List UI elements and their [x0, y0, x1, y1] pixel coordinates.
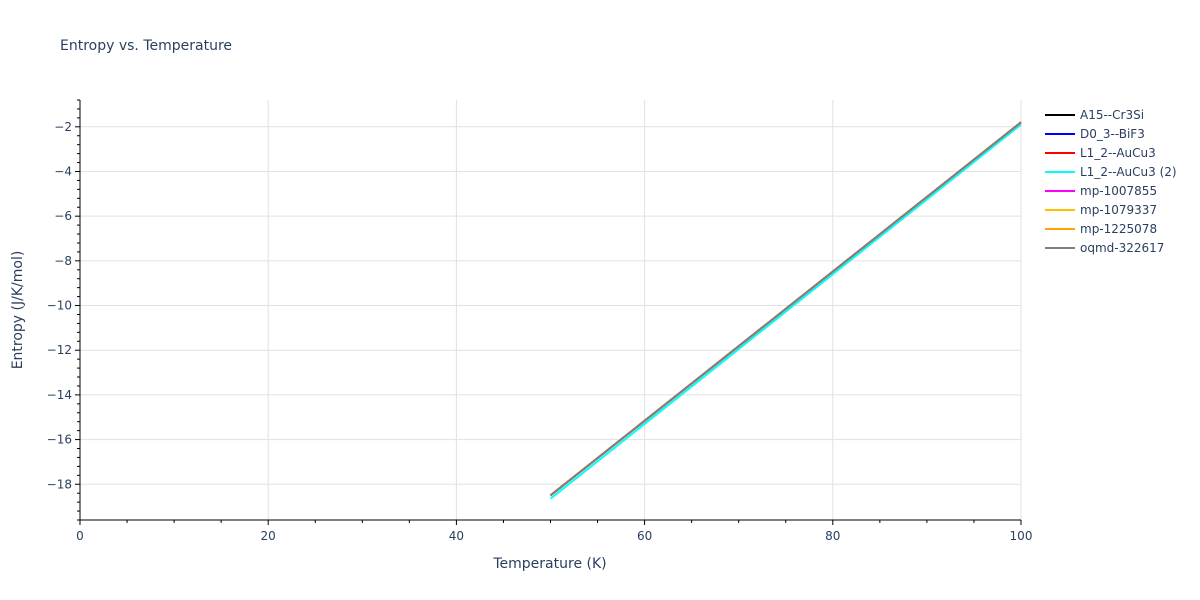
series-line-l1-2-aucu3-2 — [549, 123, 1022, 500]
legend-label: L1_2--AuCu3 (2) — [1080, 165, 1177, 179]
y-tick-label: −8 — [54, 254, 72, 268]
legend-label: mp-1225078 — [1080, 222, 1157, 236]
x-tick-label: 100 — [1010, 529, 1033, 543]
x-tick-label: 60 — [637, 529, 652, 543]
x-tick-label: 80 — [825, 529, 840, 543]
legend-item[interactable]: mp-1225078 — [1045, 222, 1157, 236]
y-tick-label: −10 — [47, 299, 72, 313]
legend-label: mp-1079337 — [1080, 203, 1157, 217]
legend-item[interactable]: L1_2--AuCu3 — [1045, 146, 1156, 160]
grid — [80, 100, 1022, 520]
legend-label: L1_2--AuCu3 — [1080, 146, 1156, 160]
y-tick-label: −12 — [47, 343, 72, 357]
y-tick-label: −14 — [47, 388, 72, 402]
y-tick-label: −18 — [47, 477, 72, 491]
legend-label: oqmd-322617 — [1080, 241, 1164, 255]
x-tick-label: 20 — [261, 529, 276, 543]
x-tick-label: 40 — [449, 529, 464, 543]
y-tick-label: −2 — [54, 120, 72, 134]
legend-label: mp-1007855 — [1080, 184, 1157, 198]
legend-label: D0_3--BiF3 — [1080, 127, 1145, 141]
chart-title: Entropy vs. Temperature — [60, 38, 232, 54]
plot-area — [549, 121, 1022, 500]
y-tick-label: −6 — [54, 209, 72, 223]
series-line-oqmd-322617 — [549, 121, 1022, 497]
legend-item[interactable]: oqmd-322617 — [1045, 241, 1164, 255]
legend-item[interactable]: A15--Cr3Si — [1045, 108, 1144, 122]
y-axis-title: Entropy (J/K/mol) — [10, 251, 26, 370]
legend-item[interactable]: mp-1079337 — [1045, 203, 1157, 217]
y-tick-label: −4 — [54, 164, 72, 178]
x-axis-title: Temperature (K) — [492, 556, 606, 572]
y-tick-label: −16 — [47, 433, 72, 447]
legend: A15--Cr3Si D0_3--BiF3 L1_2--AuCu3 L1_2--AuC… — [1045, 108, 1177, 255]
legend-item[interactable]: D0_3--BiF3 — [1045, 127, 1145, 141]
legend-item[interactable]: L1_2--AuCu3 (2) — [1045, 165, 1177, 179]
x-tick-label: 0 — [76, 529, 84, 543]
legend-label: A15--Cr3Si — [1080, 108, 1144, 122]
legend-item[interactable]: mp-1007855 — [1045, 184, 1157, 198]
axes: 0 20 40 60 80 100 −18 −16 −14 −12 −10 −8 −6 −4 −2 — [47, 99, 1033, 543]
